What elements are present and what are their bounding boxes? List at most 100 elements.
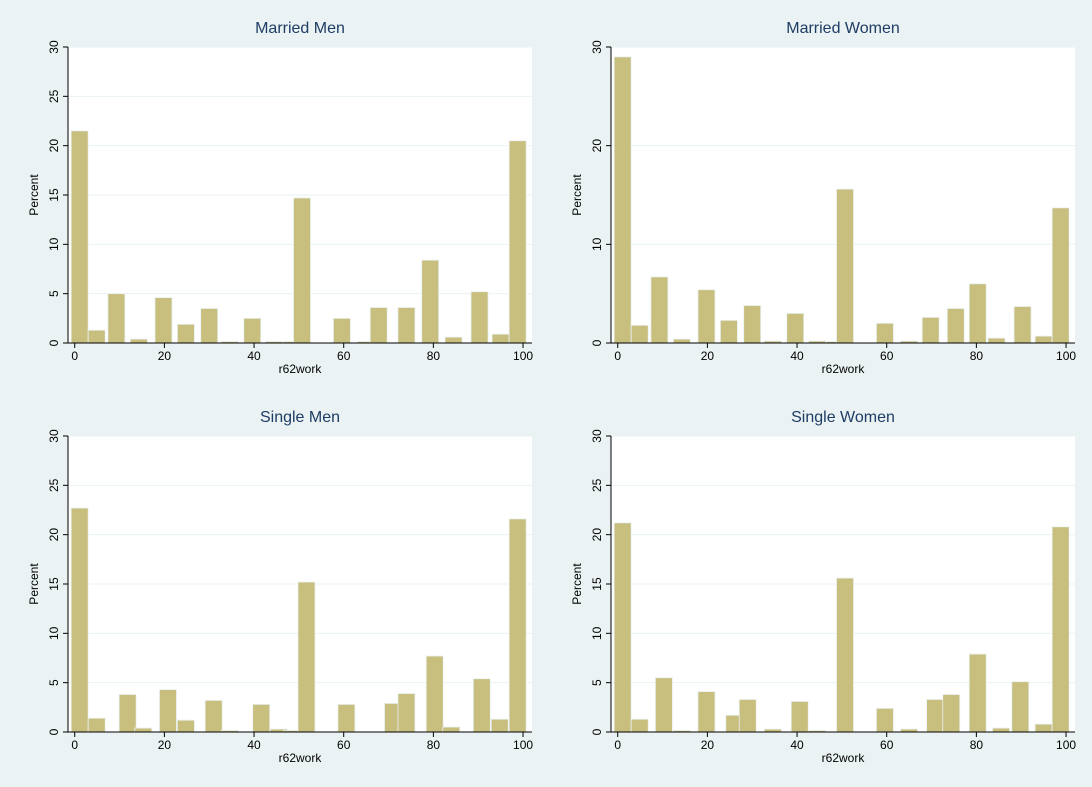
histogram-bar: [836, 577, 854, 733]
chart-panel: Married Women 0 10 20 30 0 20 40 60 80 100 r62work P…: [551, 5, 1087, 394]
histogram-bar: [790, 701, 809, 733]
y-tick-label: 5: [590, 679, 604, 686]
x-tick-label: 60: [880, 349, 894, 363]
histogram-bar: [697, 691, 716, 733]
x-tick-label: 40: [790, 738, 804, 752]
y-tick-label: 30: [590, 429, 604, 443]
histogram-bar: [470, 291, 489, 344]
y-tick-label: 20: [47, 139, 61, 153]
x-axis-label: r62work: [822, 751, 866, 765]
histogram-bar: [613, 522, 632, 733]
y-tick-label: 10: [47, 626, 61, 640]
y-tick-label: 0: [47, 728, 61, 735]
chart-svg: Married Men 0 5 10 15 20 25 30 0 20 40 60 80 100 r62wo…: [27, 20, 533, 376]
histogram-bar: [1011, 681, 1030, 733]
chart-title: Married Men: [255, 20, 345, 37]
y-tick-label: 30: [47, 40, 61, 54]
histogram-bar: [926, 699, 945, 733]
x-axis-label: r62work: [279, 362, 323, 376]
histogram-bar: [946, 308, 965, 344]
histogram-bar: [921, 316, 940, 344]
y-tick-label: 15: [47, 188, 61, 202]
histogram-bar: [154, 297, 173, 344]
histogram-bar: [337, 703, 356, 733]
x-axis-label: r62work: [279, 751, 323, 765]
chart-panel: Single Men 0 5 10 15 20 25 30 0 20 40 60 80 100 r62wor…: [5, 399, 546, 783]
x-tick-label: 0: [614, 738, 621, 752]
x-tick-label: 40: [247, 349, 261, 363]
histogram-bar: [942, 694, 961, 733]
histogram-bar: [875, 322, 894, 344]
histogram-bar: [176, 323, 195, 344]
histogram-bar: [613, 56, 632, 344]
histogram-bar: [159, 689, 177, 733]
y-tick-label: 15: [590, 577, 604, 591]
chart-svg: Single Men 0 5 10 15 20 25 30 0 20 40 60 80 100 r62wor…: [27, 409, 533, 765]
histogram-bar: [444, 336, 463, 344]
y-tick-label: 10: [590, 237, 604, 251]
histogram-bar: [1051, 207, 1070, 344]
histogram-bar: [243, 317, 262, 344]
x-tick-label: 0: [71, 738, 78, 752]
x-tick-label: 80: [427, 349, 441, 363]
x-tick-label: 20: [158, 738, 172, 752]
histogram-bar: [650, 276, 669, 344]
histogram-bar: [491, 333, 510, 344]
histogram-bar: [107, 293, 126, 344]
histogram-bar: [200, 308, 219, 344]
histogram-bar: [252, 703, 271, 733]
histogram-bar: [70, 130, 89, 344]
y-tick-label: 10: [590, 626, 604, 640]
histogram-bar: [397, 307, 416, 344]
histogram-bar: [70, 507, 89, 733]
histogram-bar: [836, 188, 854, 344]
y-tick-label: 20: [47, 528, 61, 542]
histogram-bar: [118, 694, 137, 733]
x-tick-label: 0: [71, 349, 78, 363]
histogram-bar: [442, 726, 461, 733]
histogram-bar: [1051, 526, 1070, 733]
y-axis-label: Percent: [570, 563, 584, 605]
histogram-bar: [508, 518, 527, 733]
y-tick-label: 30: [590, 40, 604, 54]
chart-panel: Married Men 0 5 10 15 20 25 30 0 20 40 60 80 100 r62wo…: [5, 5, 546, 394]
y-axis-label: Percent: [27, 563, 41, 605]
y-tick-label: 0: [47, 339, 61, 346]
chart-title: Single Women: [791, 409, 895, 426]
histogram-bar: [421, 259, 440, 344]
y-tick-label: 20: [590, 139, 604, 153]
x-axis-label: r62work: [822, 362, 866, 376]
histogram-bar: [743, 305, 762, 344]
histogram-bar: [1013, 306, 1032, 344]
histogram-bar: [332, 317, 351, 344]
histogram-bar: [654, 677, 673, 733]
x-tick-label: 100: [513, 349, 533, 363]
histogram-bar: [369, 307, 388, 344]
histogram-bar: [425, 655, 444, 733]
histogram-bar: [697, 289, 716, 344]
y-tick-label: 5: [47, 679, 61, 686]
histogram-bar: [176, 719, 195, 733]
y-axis-label: Percent: [570, 174, 584, 216]
histogram-bar: [738, 699, 757, 733]
y-tick-label: 0: [590, 728, 604, 735]
x-tick-label: 100: [1056, 738, 1076, 752]
x-tick-label: 80: [970, 349, 984, 363]
histogram-bar: [968, 283, 987, 344]
x-tick-label: 20: [701, 349, 715, 363]
x-tick-label: 80: [970, 738, 984, 752]
x-tick-label: 100: [1056, 349, 1076, 363]
histogram-bar: [1034, 335, 1053, 344]
histogram-bar: [397, 693, 416, 733]
y-tick-label: 30: [47, 429, 61, 443]
histogram-bar: [992, 727, 1010, 733]
chart-title: Married Women: [786, 20, 900, 37]
histogram-bar: [490, 718, 509, 733]
x-tick-label: 20: [158, 349, 172, 363]
x-tick-label: 20: [701, 738, 715, 752]
histogram-bar: [129, 338, 148, 344]
x-tick-label: 0: [614, 349, 621, 363]
y-tick-label: 10: [47, 237, 61, 251]
histogram-bar: [672, 338, 691, 344]
x-tick-label: 60: [337, 349, 351, 363]
